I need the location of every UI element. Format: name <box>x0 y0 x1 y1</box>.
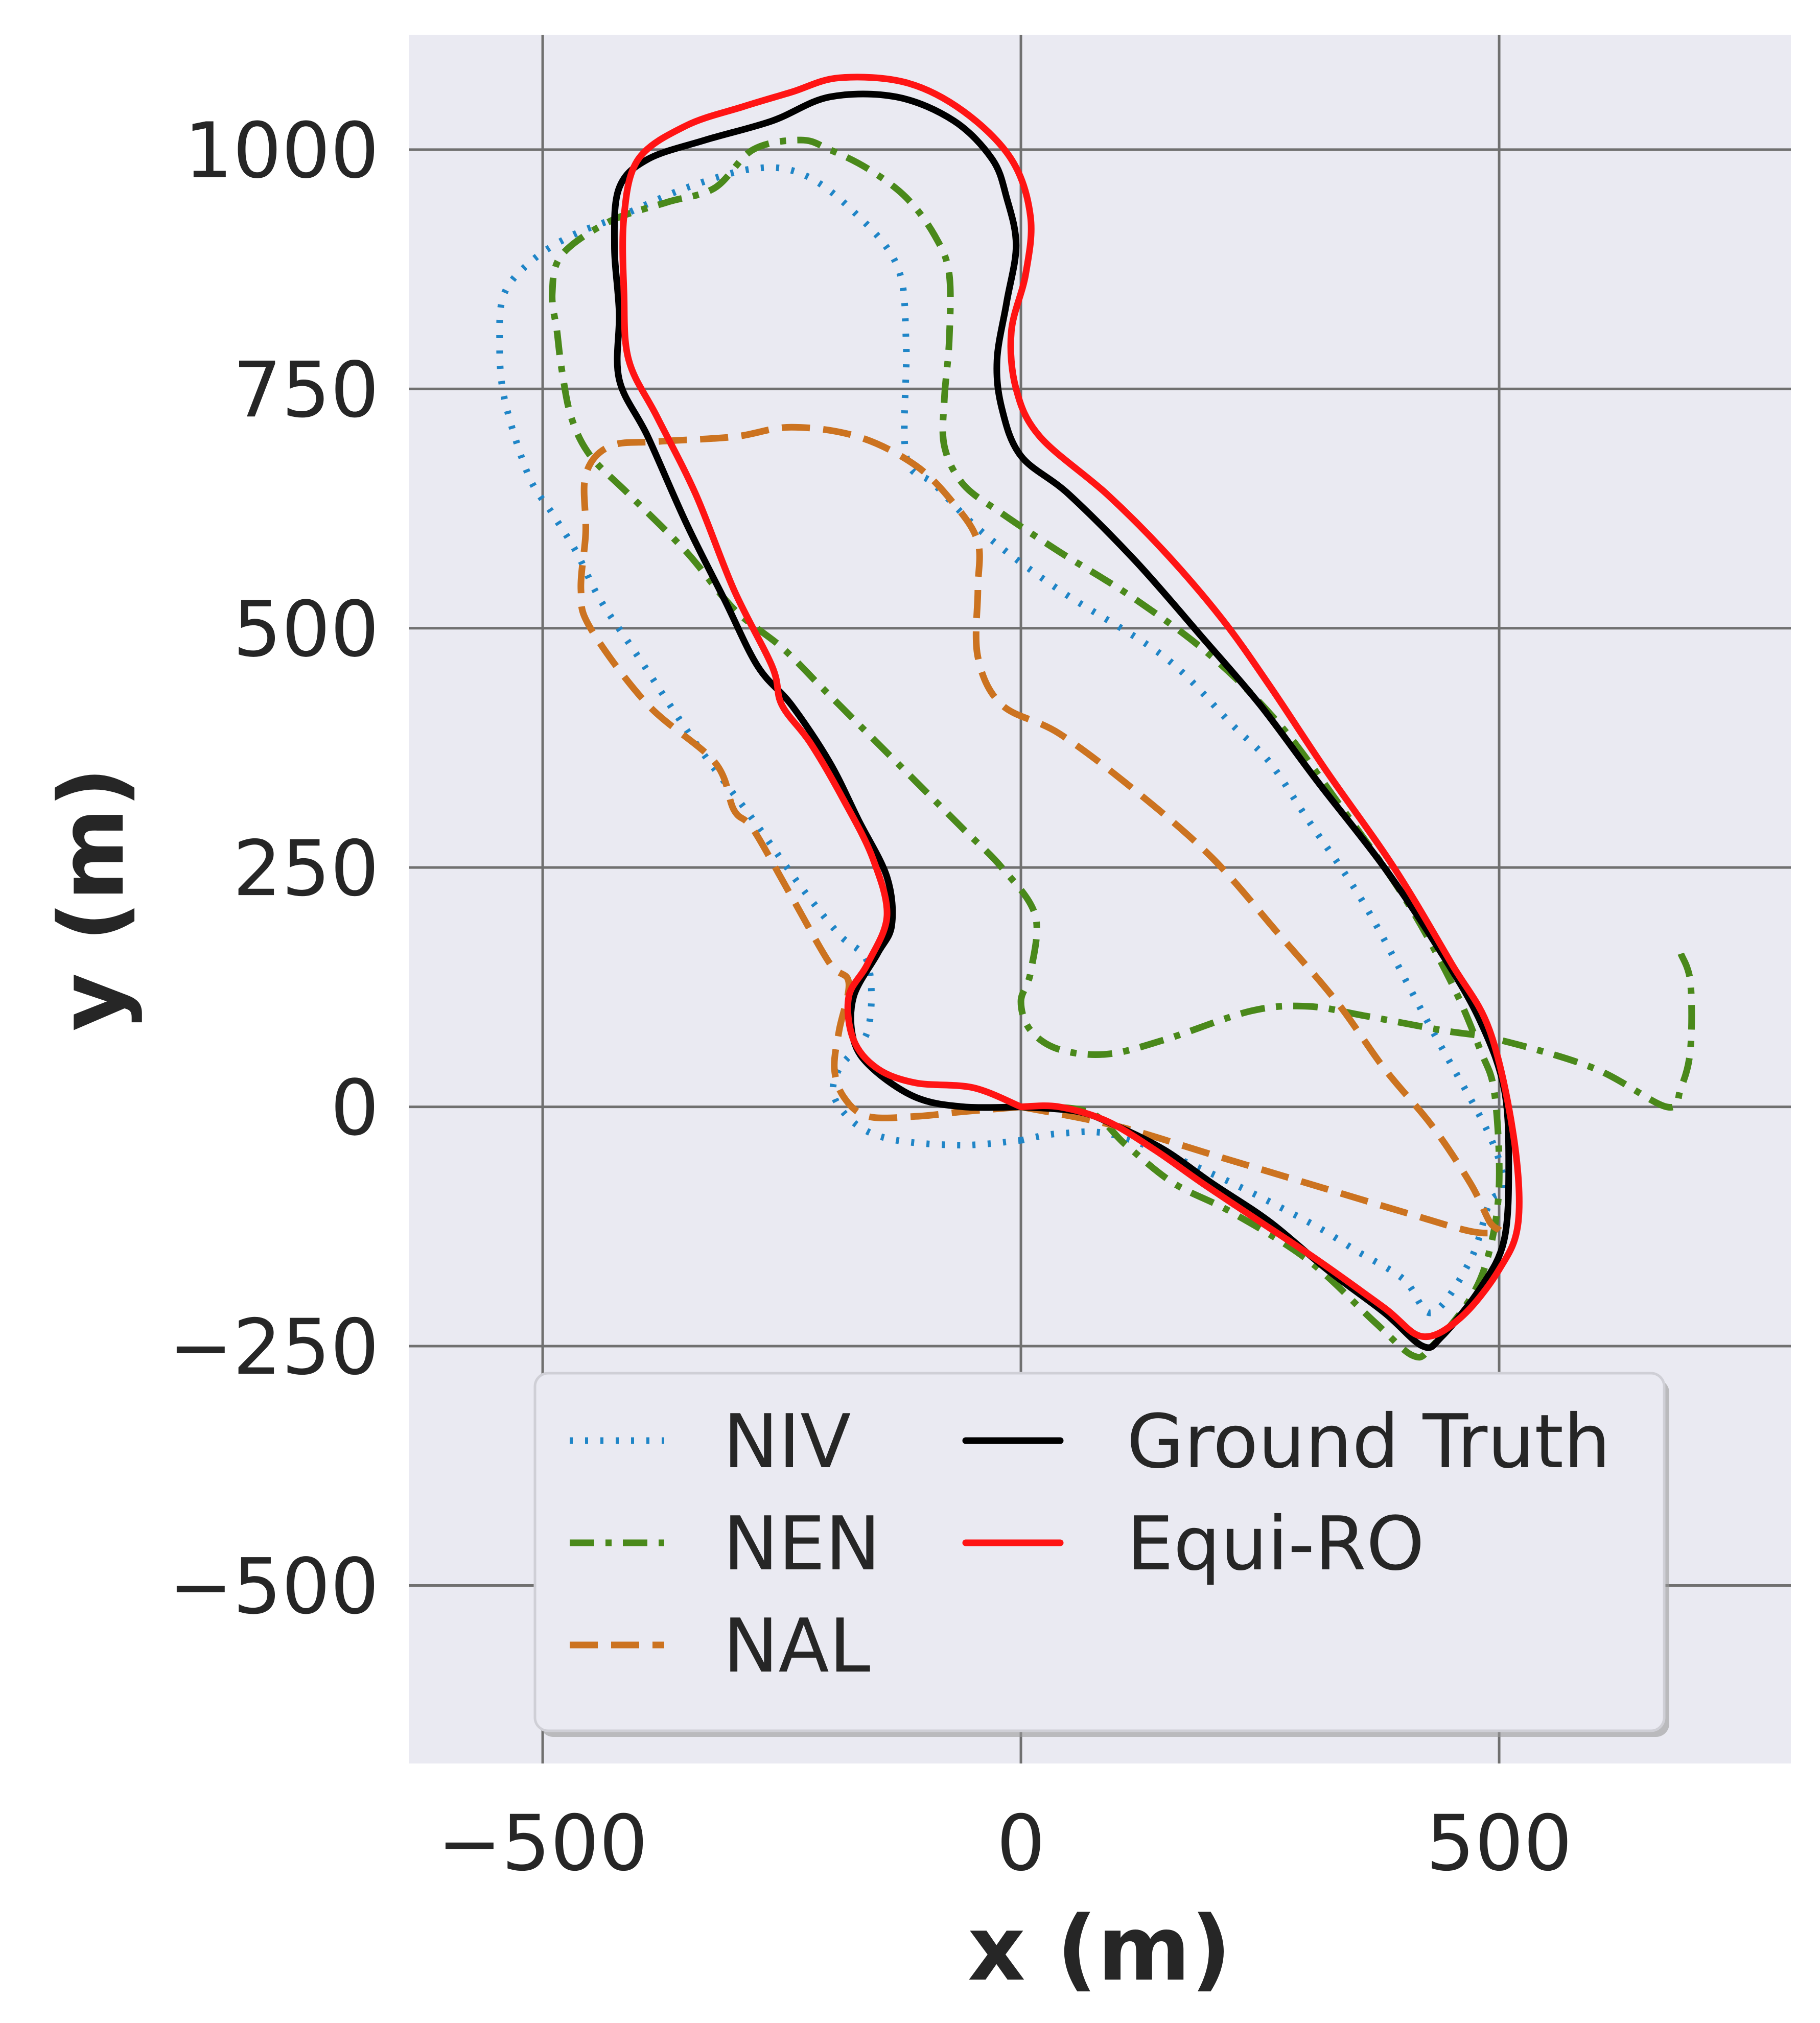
legend-box <box>533 1372 1666 1732</box>
x-tick-label: 500 <box>1426 1799 1572 1888</box>
y-tick-label: 500 <box>233 585 379 674</box>
legend-label: Ground Truth <box>1127 1399 1611 1485</box>
y-tick-label: −250 <box>169 1303 379 1392</box>
legend: NIV NEN NAL Ground Truth Equi-RO <box>533 1372 1669 1737</box>
legend-label: NAL <box>723 1603 870 1689</box>
x-axis-label: x (m) <box>968 1897 1231 2001</box>
series-lines <box>496 74 1695 1361</box>
y-axis-label: y (m) <box>40 767 144 1031</box>
legend-label: Equi-RO <box>1127 1501 1425 1587</box>
series-line-nal <box>577 424 1503 1237</box>
x-tick-labels: −500 0 500 <box>437 1799 1572 1888</box>
x-tick-label: −500 <box>437 1799 648 1888</box>
y-tick-label: 750 <box>233 346 379 435</box>
series-line-equi-ro <box>619 74 1523 1340</box>
y-tick-labels: −500 −250 0 250 500 750 1000 <box>169 107 379 1632</box>
y-tick-label: −500 <box>169 1542 379 1631</box>
legend-label: NIV <box>723 1399 851 1485</box>
y-tick-label: 1000 <box>184 107 379 196</box>
legend-items: NIV NEN NAL Ground Truth Equi-RO <box>570 1399 1611 1689</box>
y-tick-label: 0 <box>331 1064 379 1153</box>
legend-label: NEN <box>723 1501 881 1587</box>
series-line-nen <box>549 136 1695 1361</box>
series-line-niv <box>496 164 1507 1316</box>
y-tick-label: 250 <box>233 825 379 913</box>
x-tick-label: 0 <box>996 1799 1045 1888</box>
